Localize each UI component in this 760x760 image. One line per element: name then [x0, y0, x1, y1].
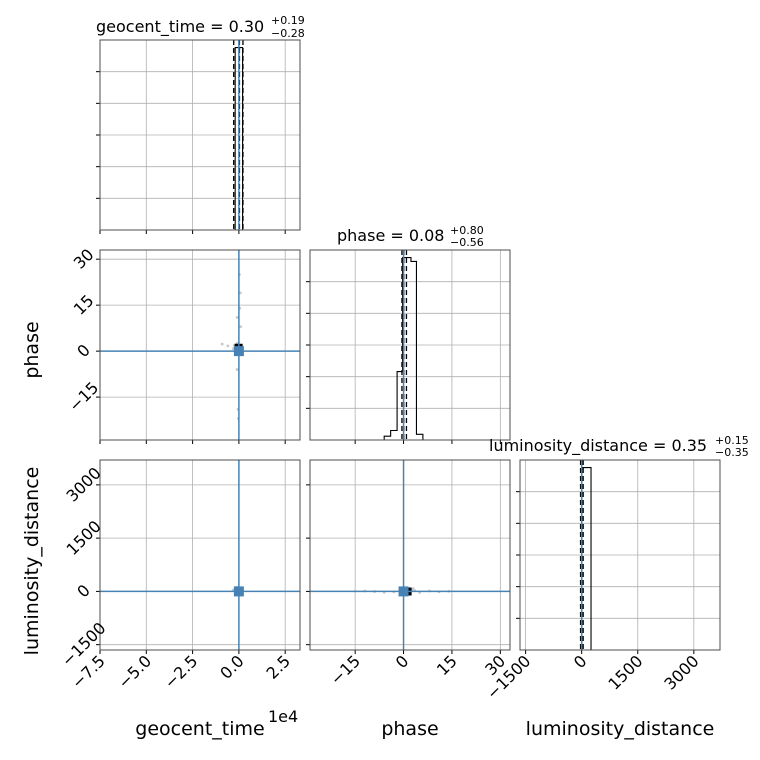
- title-geocent-time-minus: −0.28: [271, 27, 305, 40]
- tick-label-x-luminosity_distance: 3000: [660, 651, 702, 693]
- tick-label-x-geocent_time: −5.0: [114, 651, 155, 692]
- title-phase-plus: +0.80: [450, 224, 484, 237]
- tick-label-x-luminosity_distance: 0: [570, 651, 591, 672]
- panel-frame: [99, 249, 301, 441]
- panel-luminosity_distance-vs-phase: [306, 459, 511, 654]
- title-phase-minus: −0.56: [450, 236, 484, 249]
- scatter-point: [235, 316, 239, 319]
- scatter-point: [235, 368, 239, 371]
- offset-text-geocent-time: 1e4: [268, 707, 298, 726]
- title-geocent-time-plus: +0.19: [271, 14, 305, 27]
- panel-luminosity_distance-vs-luminosity_distance: [516, 459, 721, 654]
- xlabel-luminosity-distance: luminosity_distance: [526, 718, 715, 740]
- panel-geocent_time-vs-geocent_time: [96, 39, 301, 234]
- panel-frame: [99, 39, 301, 231]
- panel-background: [310, 460, 510, 650]
- scatter-point: [239, 325, 243, 329]
- title-luminosity-distance: luminosity_distance = 0.35: [489, 436, 707, 456]
- histogram-phase: [383, 257, 424, 440]
- tick-label-x-geocent_time: 2.5: [263, 651, 294, 682]
- tick-label-x-geocent_time: −2.5: [161, 651, 202, 692]
- scatter-point: [411, 587, 415, 590]
- scatter-point: [226, 344, 230, 348]
- tick-label-x-luminosity_distance: 1500: [604, 651, 646, 693]
- xlabel-phase: phase: [381, 718, 438, 740]
- title-luminosity-distance-minus: −0.35: [715, 446, 749, 459]
- panel-phase-vs-phase: [306, 249, 511, 444]
- tick-label-y-phase: 30: [70, 245, 98, 273]
- tick-label-x-phase: 15: [433, 651, 461, 679]
- tick-label-x-phase: −15: [327, 651, 364, 688]
- title-phase: phase = 0.08: [337, 226, 444, 245]
- tick-label-y-phase: 0: [73, 340, 94, 361]
- scatter-point: [220, 342, 224, 346]
- tick-label-x-phase: 0: [392, 651, 413, 672]
- axes-layer: [96, 39, 721, 654]
- panel-frame: [309, 459, 511, 651]
- tick-label-x-geocent_time: 0.0: [216, 651, 247, 682]
- panel-luminosity_distance-vs-geocent_time: [96, 459, 301, 654]
- title-geocent-time: geocent_time = 0.30: [96, 17, 264, 37]
- panel-frame: [519, 459, 721, 651]
- truth-marker: [398, 586, 409, 597]
- scatter-point: [238, 291, 242, 295]
- histogram-luminosity_distance: [579, 467, 592, 650]
- panel-frame: [309, 249, 511, 441]
- truth-marker: [233, 346, 244, 357]
- ylabel-luminosity-distance: luminosity_distance: [21, 467, 43, 656]
- tick-label-y-phase: −15: [65, 378, 102, 415]
- xlabel-geocent-time: geocent_time: [135, 718, 264, 740]
- panel-background: [100, 460, 300, 650]
- tick-label-y-phase: 15: [70, 291, 98, 319]
- title-luminosity-distance-plus: +0.15: [715, 434, 749, 447]
- tick-label-y-luminosity_distance: 0: [73, 581, 94, 602]
- ylabel-phase: phase: [21, 321, 43, 378]
- panel-phase-vs-geocent_time: [96, 249, 301, 444]
- panel-background: [100, 250, 300, 440]
- truth-marker: [233, 586, 244, 597]
- panel-frame: [99, 459, 301, 651]
